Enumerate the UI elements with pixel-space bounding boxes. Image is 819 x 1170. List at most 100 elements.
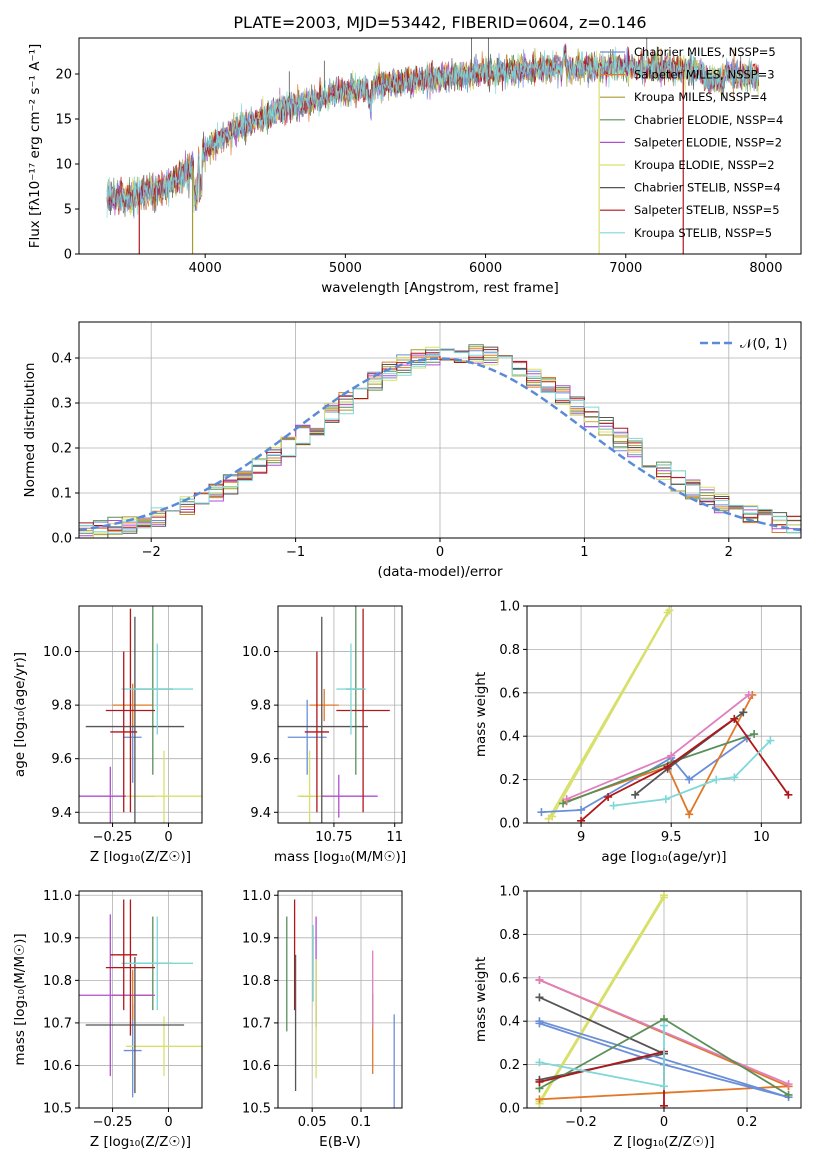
weight-point-chabrier_stelib <box>631 790 640 799</box>
x-axis-label: (data-model)/error <box>377 564 503 580</box>
weight-point-salpeter_miles <box>535 1095 544 1104</box>
y-tick-label: 9.6 <box>51 752 72 767</box>
y-tick-label: 0.2 <box>51 442 72 457</box>
x-tick-label: 8000 <box>749 261 782 276</box>
axes-age_vs_weight: 9 9.5 10 0.0 0.2 0.4 0.6 0.8 1.0 age [log₁₀(age/y… <box>473 600 802 865</box>
y-tick-label: 0.4 <box>499 730 520 745</box>
weight-point-salpeter_miles <box>685 810 694 819</box>
x-tick-label: 5000 <box>329 261 362 276</box>
weight-point-pink <box>562 795 571 804</box>
x-tick-label: 0 <box>164 830 172 845</box>
axes-frame <box>277 890 403 1109</box>
weight-point-salpeter_stelib <box>660 1101 668 1108</box>
weight-point-kroupa_elodie <box>660 891 668 900</box>
plot-area-mass_vs_age <box>278 606 390 823</box>
weight-point-chabrier_miles <box>577 805 586 814</box>
x-tick-label: 1 <box>580 545 588 560</box>
x-axis-label: wavelength [Angstrom, rest frame] <box>321 280 559 296</box>
x-axis-label: age [log₁₀(age/yr)] <box>601 849 726 865</box>
y-tick-label: 10.7 <box>242 1016 271 1031</box>
x-axis-label: E(B-V) <box>319 1134 361 1150</box>
plot-area-ebv_vs_mass <box>286 899 395 1108</box>
axes-frame <box>277 605 403 824</box>
weight-point-chabrier_elodie <box>750 730 759 739</box>
y-tick-label: 15 <box>55 113 72 128</box>
legend-label: Kroupa ELODIE, NSSP=2 <box>634 158 775 172</box>
y-tick-label: 11.0 <box>43 889 72 904</box>
weight-point-chabrier_stelib <box>739 708 748 717</box>
x-axis-label: Z [log₁₀(Z/Z☉)] <box>613 1134 714 1150</box>
weight-point-chabrier_miles <box>685 775 694 784</box>
y-tick-label: 10.0 <box>43 645 72 660</box>
weight-point-chabrier_elodie <box>784 1090 793 1099</box>
y-axis-label: mass weight <box>473 957 489 1042</box>
y-tick-label: 0.2 <box>499 1058 520 1073</box>
y-tick-label: 0.6 <box>499 971 520 986</box>
y-tick-label: 0.8 <box>499 928 520 943</box>
y-tick-label: 1.0 <box>499 885 520 900</box>
weight-line-kroupa_elodie <box>538 897 665 1105</box>
weight-point-chabrier_elodie <box>559 799 568 808</box>
axes-residuals: −2 −1 0 1 2 0.0 0.1 0.2 0.3 0.4 (data-model)/error… <box>22 321 802 580</box>
weight-point-salpeter_stelib <box>784 790 793 799</box>
plot-area-spectrum <box>106 38 760 254</box>
weight-point-kroupa_stelib <box>661 795 670 804</box>
axes-spectrum: 4000 5000 6000 7000 8000 0 5 10 15 20 wavelength [… <box>27 37 802 296</box>
x-tick-label: −0.2 <box>565 1115 597 1130</box>
x-tick-label: 2 <box>725 545 733 560</box>
weight-line-salpeter_miles <box>566 694 754 817</box>
y-tick-label: 0.0 <box>499 1102 520 1117</box>
x-tick-label: 0 <box>164 1115 172 1130</box>
y-tick-label: 0.6 <box>499 686 520 701</box>
y-axis-label: Normed distribution <box>22 363 38 498</box>
x-tick-label: 0.05 <box>298 1115 327 1130</box>
axes-mass_vs_age: 10.75 11 9.4 9.6 9.8 10.0 mass [log₁₀(M/M☉)] <box>242 605 406 865</box>
weight-point-kroupa_stelib <box>766 736 775 745</box>
weight-point-kroupa_stelib <box>660 1082 668 1091</box>
axes-z_vs_mass: −0.25 0 10.5 10.6 10.7 10.8 10.9 11.0 Z [log₁₀(Z… <box>12 889 203 1150</box>
weight-line-kroupa_elodie <box>551 609 671 817</box>
weight-point-kroupa_stelib <box>609 801 618 810</box>
y-tick-label: 9.4 <box>250 806 271 821</box>
legend-label: Salpeter ELODIE, NSSP=2 <box>634 135 782 149</box>
y-tick-label: 9.8 <box>250 699 271 714</box>
axes-frame <box>526 605 802 824</box>
axes-ebv_vs_mass: 0.05 0.1 10.5 10.6 10.7 10.8 10.9 11.0 E(B-V) <box>242 889 403 1150</box>
figure-title: PLATE=2003, MJD=53442, FIBERID=0604, z=0… <box>233 13 646 32</box>
legend-label: Chabrier STELIB, NSSP=4 <box>634 181 781 195</box>
x-tick-label: 9.5 <box>661 830 682 845</box>
x-axis-label: mass [log₁₀(M/M☉)] <box>274 849 406 865</box>
y-tick-label: 10.0 <box>242 645 271 660</box>
y-tick-label: 9.4 <box>51 806 72 821</box>
x-tick-label: 0 <box>436 545 444 560</box>
x-tick-label: 0.1 <box>351 1115 372 1130</box>
legend-label: Salpeter STELIB, NSSP=5 <box>634 203 780 217</box>
plot-area-age_vs_weight <box>537 606 793 823</box>
x-tick-label: −2 <box>142 545 161 560</box>
y-axis-label: mass weight <box>473 672 489 757</box>
y-tick-label: 5 <box>64 203 72 218</box>
y-tick-label: 10.7 <box>43 1016 72 1031</box>
x-tick-label: 0 <box>660 1115 668 1130</box>
x-axis-label: Z [log₁₀(Z/Z☉)] <box>90 849 191 865</box>
x-tick-label: −0.25 <box>93 1115 133 1130</box>
weight-point-kroupa_stelib <box>730 773 739 782</box>
y-tick-label: 1.0 <box>499 600 520 615</box>
legend-label: Kroupa MILES, NSSP=4 <box>634 90 767 104</box>
y-tick-label: 10.5 <box>43 1102 72 1117</box>
weight-point-kroupa_stelib <box>535 1058 544 1067</box>
x-tick-label: 0.2 <box>737 1115 758 1130</box>
weight-point-chabrier_miles <box>535 1017 544 1026</box>
plot-area-z_vs_weight <box>535 891 793 1108</box>
weight-point-salpeter_stelib <box>604 792 613 801</box>
y-tick-label: 0.4 <box>499 1015 520 1030</box>
y-tick-label: 10.8 <box>242 974 271 989</box>
weight-point-chabrier_miles <box>537 808 546 817</box>
y-tick-label: 10.9 <box>43 931 72 946</box>
weight-point-pink <box>784 1080 793 1089</box>
weight-point-salpeter_stelib <box>535 1077 544 1086</box>
axes-frame <box>78 605 203 824</box>
x-tick-label: 4000 <box>189 261 222 276</box>
